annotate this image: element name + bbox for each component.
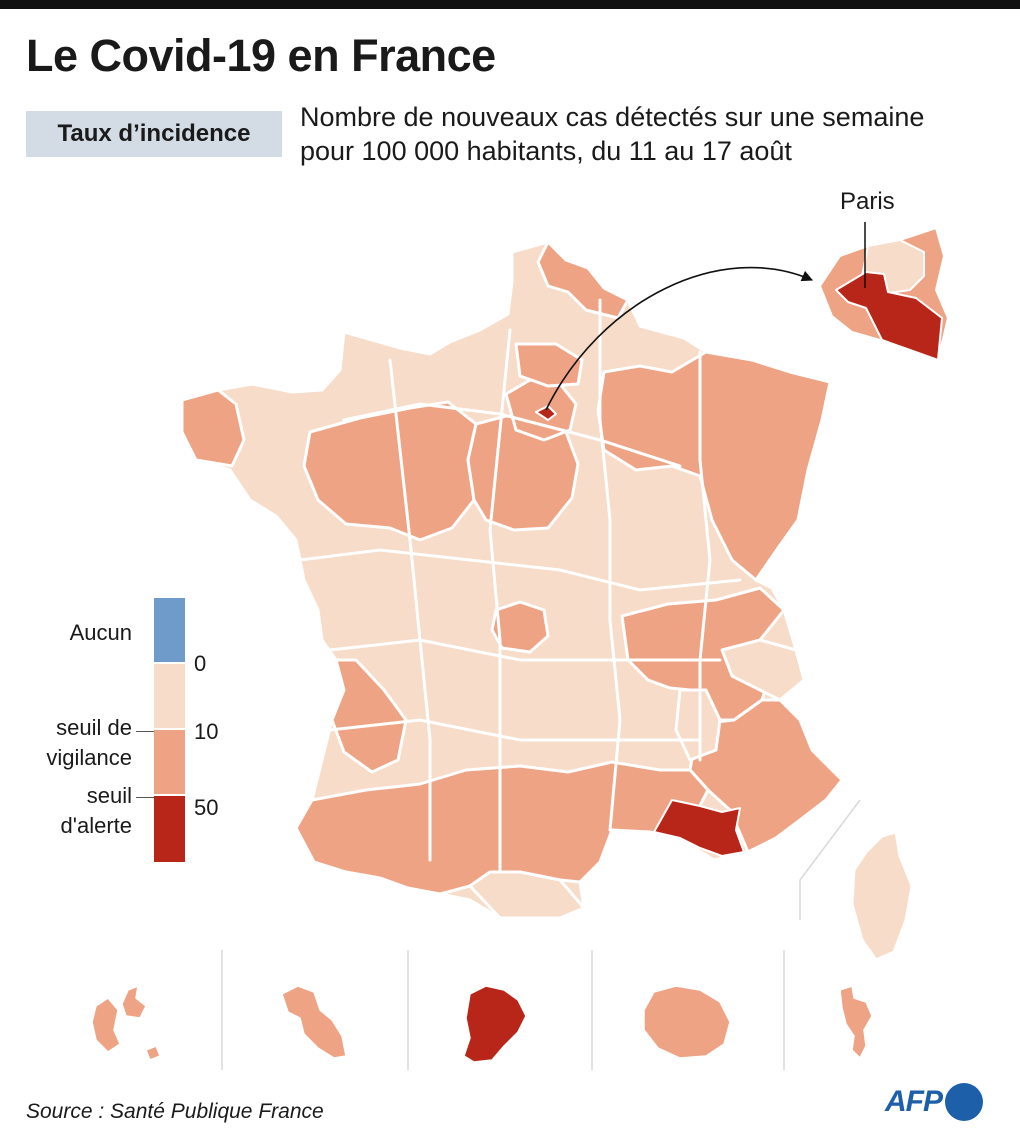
limousin-area <box>490 600 550 654</box>
brittany-west-area <box>180 388 246 468</box>
south-area <box>294 760 710 896</box>
corsica <box>850 830 914 962</box>
source-note: Source : Santé Publique France <box>26 1100 324 1123</box>
top-rule <box>0 0 1020 9</box>
subtitle-line-2: pour 100 000 habitants, du 11 au 17 août <box>300 136 792 166</box>
martinique <box>281 985 347 1059</box>
department-borders <box>298 298 742 872</box>
paris-arrow <box>545 266 814 411</box>
paris-inset-alert <box>835 271 943 361</box>
overseas-territories <box>91 985 873 1063</box>
guadeloupe <box>91 985 161 1061</box>
page-title: Le Covid-19 en France <box>26 30 496 81</box>
southeast-area <box>688 698 844 854</box>
mayotte <box>839 985 873 1059</box>
paris-inset <box>819 227 949 361</box>
incidence-badge: Taux d’incidence <box>26 111 282 157</box>
northeast-area <box>596 350 832 582</box>
vigilance-areas <box>180 240 844 896</box>
afp-logo: AFP <box>885 1083 983 1121</box>
subtitle: Nombre de nouveaux cas détectés sur une … <box>300 100 1000 168</box>
low-areas <box>468 638 914 962</box>
west-central-area <box>302 400 478 542</box>
guyane <box>463 985 527 1063</box>
savoie-area <box>720 638 806 702</box>
overseas-separators <box>221 950 785 1070</box>
southwest-coast-area <box>330 658 408 774</box>
la-reunion <box>643 985 731 1059</box>
afp-logo-text: AFP <box>885 1085 943 1118</box>
subtitle-line-1: Nombre de nouveaux cas détectés sur une … <box>300 102 925 132</box>
alert-areas <box>535 405 745 857</box>
drome-area <box>674 688 722 762</box>
roussillon-area <box>468 870 586 920</box>
bouches-du-rhone <box>653 799 745 857</box>
paris-dot <box>535 405 557 421</box>
corsica-separator <box>799 799 861 920</box>
paris-label: Paris <box>840 188 895 215</box>
afp-logo-dot <box>945 1083 983 1121</box>
